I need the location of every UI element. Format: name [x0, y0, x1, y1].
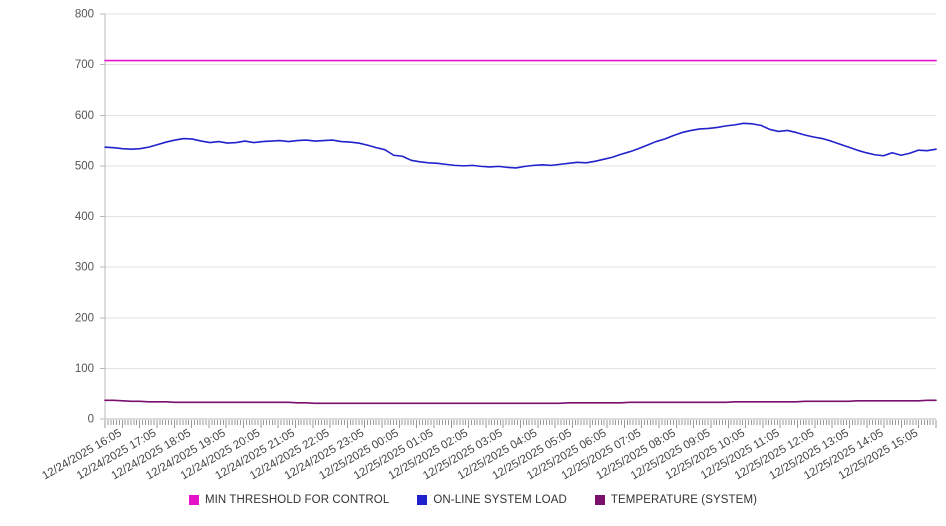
y-tick-label: 600 — [75, 110, 94, 122]
y-tick-label: 700 — [75, 59, 94, 71]
legend-swatch-icon — [188, 495, 199, 505]
y-tick-label: 400 — [75, 211, 94, 223]
legend-label: TEMPERATURE (SYSTEM) — [610, 494, 758, 506]
legend-item[interactable]: TEMPERATURE (SYSTEM) — [594, 494, 758, 506]
gridlines-group — [105, 13, 936, 369]
y-axis-ticks-group: 0 100 200 300 400 500 600 700 800 — [75, 9, 105, 426]
legend-swatch-icon — [417, 495, 428, 505]
legend-item[interactable]: MIN THRESHOLD FOR CONTROL — [188, 494, 390, 506]
y-tick-label: 300 — [75, 262, 94, 274]
chart-legend: MIN THRESHOLD FOR CONTROL ON-LINE SYSTEM … — [0, 494, 946, 506]
y-tick-label: 0 — [88, 414, 94, 426]
legend-label: MIN THRESHOLD FOR CONTROL — [204, 494, 390, 506]
y-tick-label: 500 — [75, 160, 94, 172]
legend-swatch-icon — [594, 495, 605, 505]
y-tick-label: 800 — [75, 9, 94, 21]
x-axis-minor-ticks-group — [104, 420, 937, 428]
series-line-2 — [104, 399, 937, 405]
series-group — [104, 59, 937, 405]
y-tick-label: 200 — [75, 312, 94, 324]
legend-item[interactable]: ON-LINE SYSTEM LOAD — [417, 494, 567, 506]
legend-label: ON-LINE SYSTEM LOAD — [433, 494, 567, 506]
y-tick-label: 100 — [75, 363, 94, 375]
series-line-1 — [104, 122, 937, 169]
